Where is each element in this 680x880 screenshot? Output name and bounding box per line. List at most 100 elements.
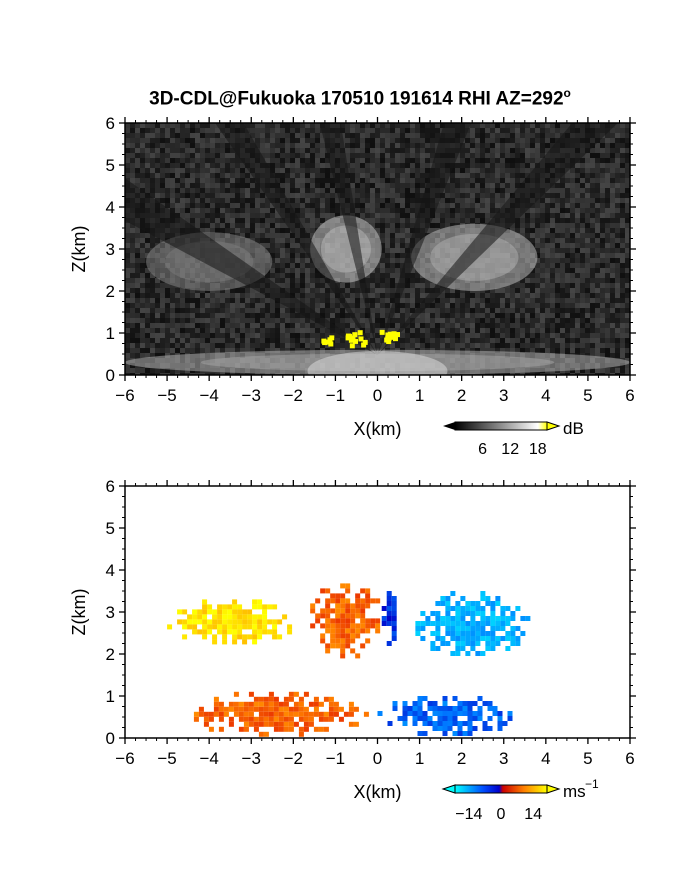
noise-cell [560,233,565,238]
noise-cell [245,228,250,233]
noise-cell [570,253,575,258]
noise-cell [190,313,195,318]
noise-cell [355,133,360,138]
noise-cell [545,228,550,233]
noise-cell [540,273,545,278]
noise-cell [385,268,390,273]
noise-cell [615,208,620,213]
noise-cell [410,143,415,148]
noise-cell [315,283,320,288]
noise-cell [280,228,285,233]
noise-cell [300,258,305,263]
noise-cell [175,128,180,133]
noise-cell [500,338,505,343]
noise-cell [135,293,140,298]
noise-cell [545,123,550,128]
noise-cell [195,208,200,213]
noise-cell [535,253,540,258]
noise-cell [165,328,170,333]
noise-cell [600,193,605,198]
noise-cell [525,218,530,223]
noise-cell [305,298,310,303]
noise-cell [415,333,420,338]
noise-cell [140,333,145,338]
noise-cell [550,123,555,128]
noise-cell [430,338,435,343]
noise-cell [615,293,620,298]
noise-cell [130,128,135,133]
noise-cell [140,238,145,243]
noise-cell [525,208,530,213]
noise-cell [175,348,180,353]
noise-cell [590,193,595,198]
noise-cell [550,323,555,328]
noise-cell [135,333,140,338]
noise-cell [540,148,545,153]
noise-cell [390,328,395,333]
noise-cell [620,193,625,198]
noise-cell [535,248,540,253]
noise-cell [510,153,515,158]
noise-cell [335,308,340,313]
noise-cell [230,298,235,303]
noise-cell [380,193,385,198]
noise-cell [465,203,470,208]
noise-cell [135,138,140,143]
noise-cell [280,128,285,133]
noise-cell [390,208,395,213]
noise-cell [420,183,425,188]
noise-cell [285,273,290,278]
noise-cell [205,333,210,338]
noise-cell [130,163,135,168]
noise-cell [140,183,145,188]
noise-cell [540,213,545,218]
noise-cell [545,273,550,278]
noise-cell [150,313,155,318]
noise-cell [135,143,140,148]
noise-cell [625,138,630,143]
noise-cell [460,188,465,193]
noise-cell [395,253,400,258]
noise-cell [260,228,265,233]
noise-cell [180,208,185,213]
noise-cell [480,168,485,173]
noise-cell [540,293,545,298]
noise-cell [125,153,130,158]
noise-cell [330,308,335,313]
noise-cell [435,208,440,213]
noise-cell [255,203,260,208]
noise-cell [585,343,590,348]
noise-cell [615,348,620,353]
noise-cell [185,318,190,323]
noise-cell [350,283,355,288]
noise-cell [585,203,590,208]
noise-cell [625,168,630,173]
noise-cell [300,168,305,173]
noise-cell [525,233,530,238]
noise-cell [615,288,620,293]
noise-cell [270,203,275,208]
noise-cell [140,163,145,168]
noise-cell [420,278,425,283]
noise-cell [590,318,595,323]
noise-cell [545,193,550,198]
noise-cell [590,213,595,218]
noise-cell [355,143,360,148]
noise-cell [620,158,625,163]
noise-cell [235,303,240,308]
noise-cell [560,188,565,193]
noise-cell [535,303,540,308]
noise-cell [555,128,560,133]
noise-cell [570,273,575,278]
noise-cell [410,343,415,348]
noise-cell [155,338,160,343]
noise-cell [330,173,335,178]
noise-cell [565,303,570,308]
noise-cell [400,183,405,188]
noise-cell [480,203,485,208]
noise-cell [480,178,485,183]
noise-cell [465,313,470,318]
noise-cell [510,303,515,308]
noise-cell [375,163,380,168]
noise-cell [380,123,385,128]
